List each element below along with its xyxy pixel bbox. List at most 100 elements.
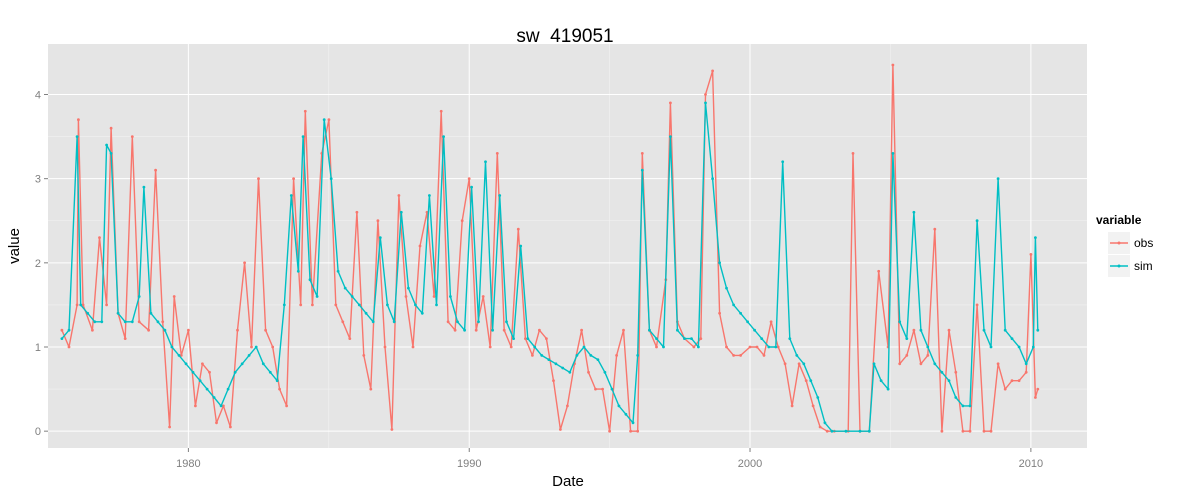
data-point-sim	[996, 177, 1000, 181]
data-point-sim	[505, 320, 508, 324]
data-point-sim	[399, 210, 403, 214]
data-point-obs	[718, 311, 721, 315]
data-point-obs	[580, 328, 583, 332]
data-point-sim	[624, 412, 628, 416]
data-point-obs	[194, 404, 197, 408]
data-point-obs	[692, 345, 696, 349]
data-point-sim	[184, 362, 188, 366]
data-point-sim	[386, 303, 389, 307]
data-point-obs	[105, 303, 108, 307]
data-point-sim	[669, 135, 672, 139]
data-point-obs	[348, 337, 352, 340]
data-point-sim	[879, 379, 883, 383]
data-point-sim	[198, 379, 202, 383]
data-point-obs	[488, 345, 492, 349]
data-point-obs	[355, 210, 359, 214]
data-point-obs	[961, 429, 965, 433]
data-point-obs	[137, 320, 141, 324]
data-point-sim	[732, 303, 735, 307]
data-point-sim	[315, 295, 319, 298]
data-point-obs	[411, 345, 415, 349]
data-point-obs	[460, 219, 464, 223]
data-point-obs	[397, 194, 401, 197]
data-point-sim	[1036, 328, 1040, 332]
data-point-obs	[615, 354, 618, 357]
y-tick-label: 0	[35, 426, 41, 438]
data-point-obs	[327, 118, 331, 122]
data-point-sim	[519, 244, 523, 248]
data-point-obs	[968, 429, 972, 433]
data-point-sim	[631, 421, 635, 425]
data-point-sim	[968, 404, 972, 408]
data-point-obs	[292, 177, 295, 181]
data-point-obs	[655, 345, 658, 349]
data-point-sim	[788, 337, 792, 340]
data-point-obs	[168, 425, 172, 429]
data-point-sim	[289, 194, 293, 197]
data-point-obs	[783, 362, 787, 366]
data-point-sim	[75, 135, 79, 139]
data-point-obs	[1024, 370, 1028, 374]
data-point-sim	[830, 429, 834, 433]
plot-panel	[48, 44, 1087, 448]
data-point-obs	[250, 345, 253, 349]
data-point-sim	[1010, 337, 1014, 340]
data-point-obs	[376, 219, 380, 223]
data-point-sim	[268, 370, 272, 374]
data-point-sim	[617, 404, 621, 408]
data-point-sim	[891, 152, 895, 155]
data-point-obs	[587, 370, 590, 374]
data-point-obs	[669, 101, 672, 105]
data-point-sim	[261, 362, 265, 366]
data-point-sim	[781, 160, 785, 164]
data-point-obs	[383, 345, 387, 349]
data-point-obs	[732, 354, 735, 357]
data-point-sim	[655, 337, 658, 340]
data-point-obs	[1036, 387, 1040, 391]
data-point-sim	[212, 396, 216, 399]
data-point-obs	[67, 345, 71, 349]
data-point-sim	[568, 370, 572, 374]
data-point-obs	[509, 345, 513, 349]
data-point-sim	[636, 354, 640, 357]
data-point-sim	[512, 337, 515, 340]
data-point-sim	[296, 269, 300, 273]
data-point-sim	[1034, 236, 1037, 240]
data-point-sim	[240, 362, 244, 366]
data-point-sim	[364, 311, 368, 315]
data-point-sim	[905, 337, 909, 340]
data-point-obs	[933, 227, 937, 231]
data-point-obs	[608, 429, 611, 433]
data-point-obs	[271, 345, 275, 349]
data-point-sim	[596, 358, 600, 361]
data-point-sim	[610, 387, 614, 391]
data-point-sim	[982, 328, 986, 332]
data-point-sim	[357, 303, 361, 307]
data-point-sim	[67, 328, 71, 332]
data-point-obs	[762, 354, 766, 357]
legend-key-point-obs	[1117, 241, 1121, 245]
data-point-obs	[975, 303, 979, 307]
data-point-sim	[484, 160, 487, 164]
data-point-obs	[299, 303, 303, 307]
data-point-sim	[933, 362, 937, 366]
data-point-sim	[940, 370, 944, 374]
data-point-obs	[187, 328, 190, 332]
data-point-sim	[233, 370, 237, 374]
data-point-sim	[116, 311, 120, 315]
data-point-sim	[130, 320, 134, 324]
data-point-sim	[912, 210, 916, 214]
data-point-obs	[147, 328, 151, 332]
y-tick-label: 1	[35, 342, 41, 354]
data-point-obs	[1029, 253, 1033, 256]
data-point-obs	[334, 303, 338, 307]
data-point-obs	[201, 362, 204, 366]
data-point-sim	[926, 345, 930, 349]
data-point-obs	[215, 421, 218, 425]
x-axis: 1980 1990 2000 2010	[176, 448, 1043, 470]
data-point-obs	[257, 177, 260, 181]
data-point-sim	[449, 295, 452, 298]
data-point-obs	[154, 168, 158, 172]
y-axis-title: value	[6, 228, 23, 264]
data-point-sim	[371, 320, 375, 324]
